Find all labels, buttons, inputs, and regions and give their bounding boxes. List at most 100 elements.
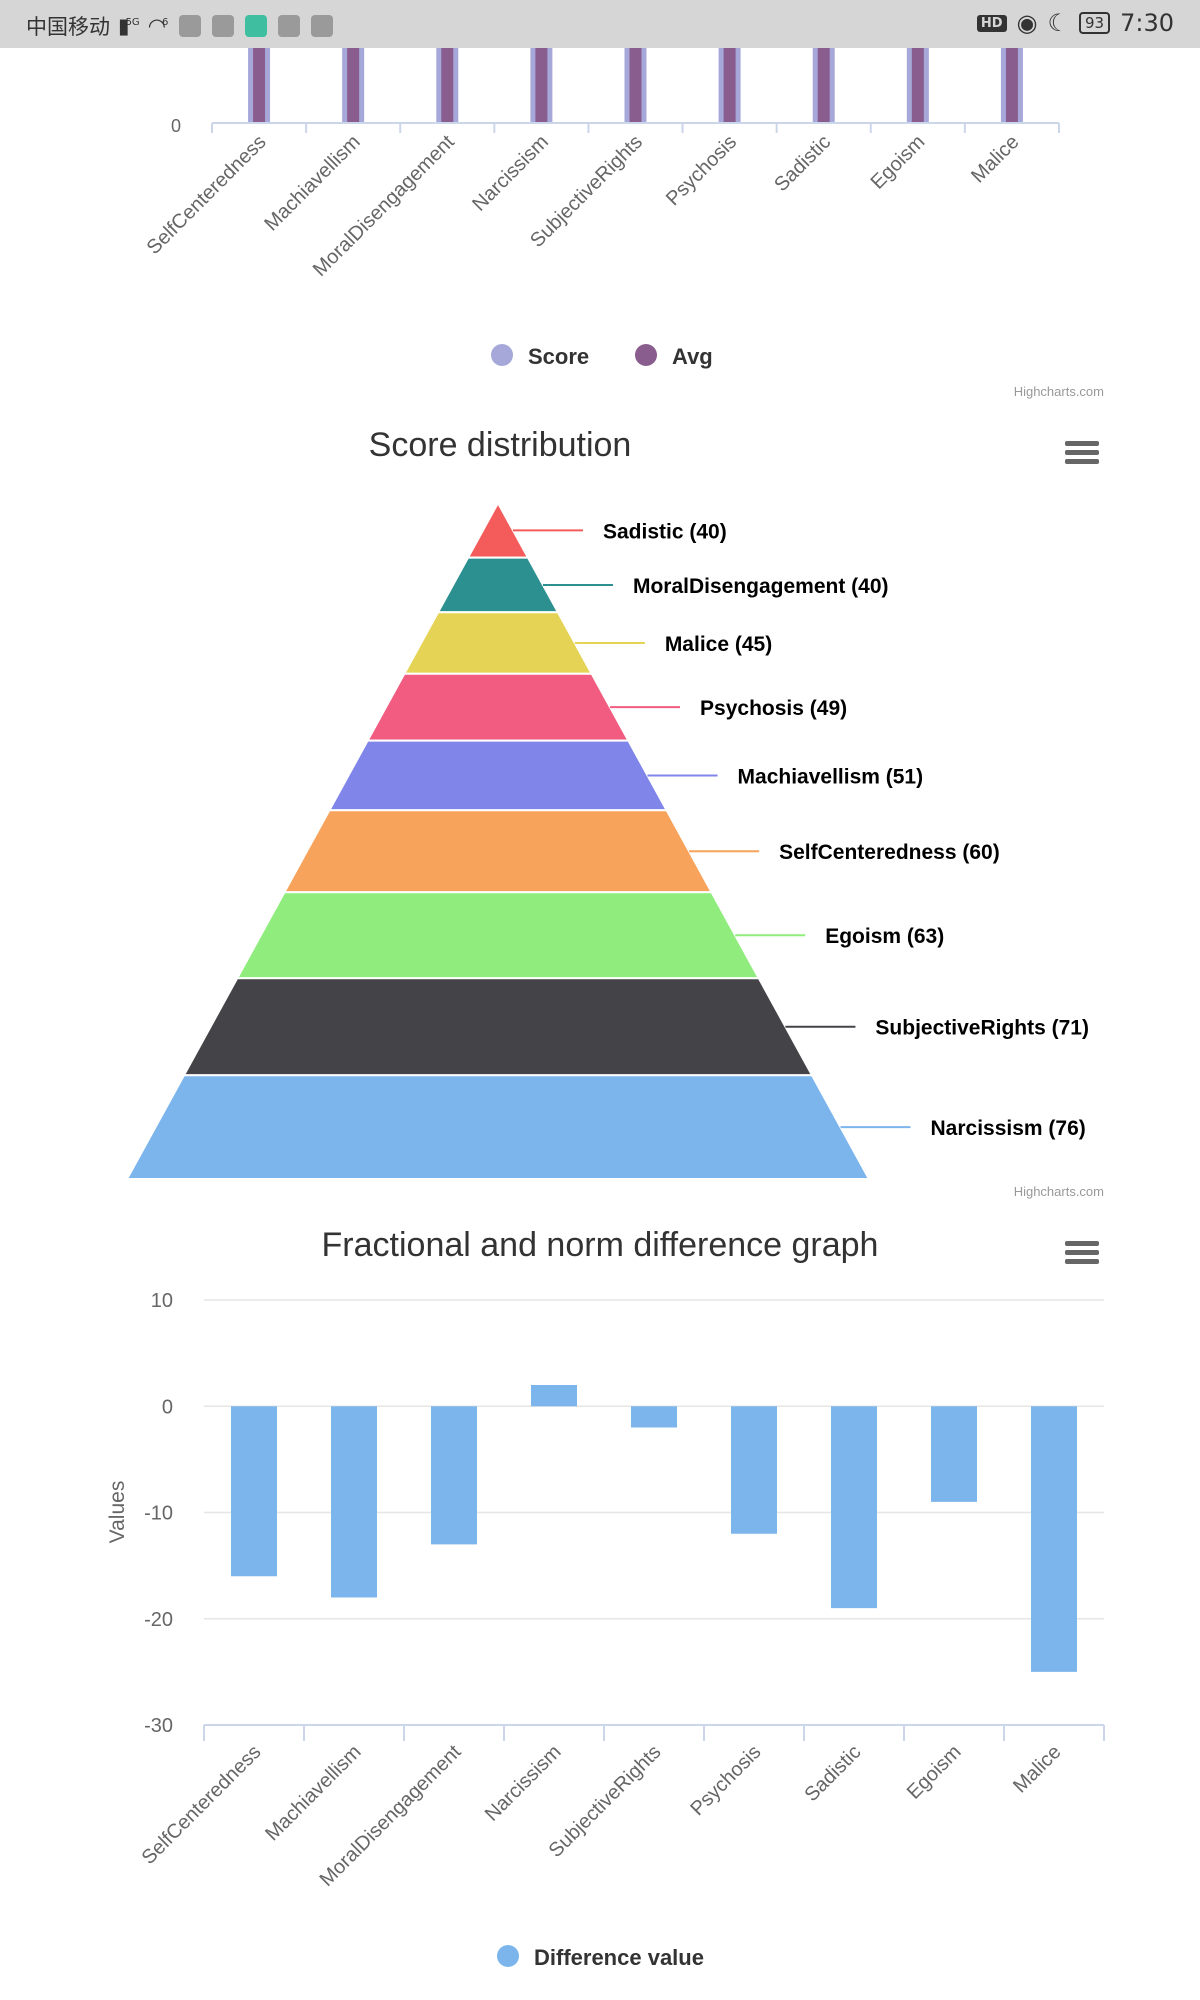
difference-chart: Fractional and norm difference graph 10 0… [106,1226,1105,1970]
chart3-y-axis-label: Values [106,1481,129,1544]
difference-bar-subjectiverights[interactable] [631,1406,677,1428]
chart1-x-label: Sadistic [770,131,835,196]
difference-bar-selfcenteredness[interactable] [231,1406,277,1577]
chart3-x-label: Sadistic [800,1741,865,1806]
avg-bar-selfcenteredness[interactable] [253,48,266,123]
avg-bar-machiavellism[interactable] [347,48,360,123]
difference-bar-machiavellism[interactable] [331,1406,377,1598]
status-right: HD ◉ ☾ 93 7:30 [976,9,1174,37]
eye-icon: ◉ [1016,9,1038,37]
pyramid-segment-selfcenteredness[interactable] [282,809,714,894]
difference-bar-narcissism[interactable] [531,1385,577,1407]
image-icon [245,15,268,37]
cn-icon [311,15,334,37]
signal-label: 5G [125,17,140,28]
legend-item-avg[interactable]: Avg [635,344,713,369]
pyramid-label-selfcenteredness: SelfCenteredness (60) [779,841,1000,864]
chart2-title: Score distribution [369,426,632,464]
difference-bar-sadistic[interactable] [831,1406,877,1609]
pyramid-label-psychosis: Psychosis (49) [700,697,847,720]
chart3-x-label: Narcissism [481,1741,566,1826]
chart3-y-tick-label: -20 [144,1609,173,1631]
difference-bar-egoism[interactable] [931,1406,977,1502]
shield-icon [278,15,301,37]
status-left: 中国移动 ▮5G ◠6 [26,11,334,41]
chart2-segments [125,500,871,1180]
pyramid-label-moraldisengagement: MoralDisengagement (40) [633,575,889,598]
chart1-credits[interactable]: Highcharts.com [1014,384,1104,399]
chart1-x-label: Egoism [867,131,930,194]
avg-bar-narcissism[interactable] [535,48,548,123]
legend-item-score[interactable]: Score [491,344,589,369]
chart3-legend-item-difference[interactable]: Difference value [497,1945,704,1970]
difference-bar-moraldisengagement[interactable] [431,1406,477,1545]
chart3-y-tick-label: -30 [144,1715,173,1737]
legend-marker-difference [497,1945,519,1967]
chart3-x-ticks [203,1725,1105,1741]
chart3-x-label: Psychosis [686,1741,765,1820]
legend-marker-score [491,344,513,366]
avg-bar-psychosis[interactable] [723,48,736,123]
chart3-y-tick-label: -10 [144,1503,173,1525]
pyramid-segment-narcissism[interactable] [125,1074,871,1180]
score-distribution-chart: Score distribution Sadistic (40) MoralDis… [125,426,1104,1199]
pyramid-label-narcissism: Narcissism (76) [931,1117,1086,1140]
difference-bar-psychosis[interactable] [731,1406,777,1534]
pyramid-label-subjectiverights: SubjectiveRights (71) [875,1017,1089,1040]
avg-bar-egoism[interactable] [911,48,924,123]
chart3-x-labels: SelfCenterednessMachiavellismMoralDiseng… [138,1741,1066,1891]
chart1-x-ticks [211,123,1060,133]
hd-badge: HD [976,14,1007,32]
chart1-x-labels: SelfCenterednessMachiavellismMoralDiseng… [143,131,1024,281]
carrier-label: 中国移动 [26,15,110,39]
chart3-y-tick-label: 10 [151,1290,173,1312]
chart3-x-label: SelfCenteredness [138,1741,266,1869]
pyramid-label-malice: Malice (45) [665,633,772,656]
chart2-credits[interactable]: Highcharts.com [1014,1184,1104,1199]
chart1-x-label: Machiavellism [260,131,364,235]
app-icon [179,15,202,37]
avg-bar-sadistic[interactable] [817,48,830,123]
chart1-x-label: Psychosis [662,131,741,210]
chat-icon [212,15,235,37]
chart2-labels: Sadistic (40) MoralDisengagement (40) Mali… [512,520,1089,1140]
pyramid-label-egoism: Egoism (63) [825,925,944,948]
chart3-menu-icon[interactable] [1065,1241,1099,1264]
legend-marker-avg [635,344,657,366]
chart3-x-label: Egoism [903,1741,966,1804]
chart3-y-tick-label: 0 [162,1396,173,1418]
pyramid-segment-moraldisengagement[interactable] [436,556,560,614]
chart1-bars [248,48,1023,123]
signal-icon: ▮5G [118,14,140,38]
chart1-x-label: SelfCenteredness [143,131,271,259]
pyramid-segment-egoism[interactable] [235,891,761,980]
legend-label-avg: Avg [672,344,713,369]
moon-icon: ☾ [1047,9,1069,37]
difference-bar-malice[interactable] [1031,1406,1077,1672]
pyramid-segment-malice[interactable] [402,611,594,675]
avg-bar-moraldisengagement[interactable] [441,48,454,123]
avg-bar-subjectiverights[interactable] [629,48,642,123]
score-avg-chart: 0 SelfCenterednessMachiavellismMoralDise… [143,48,1104,399]
chart2-menu-icon[interactable] [1065,441,1099,464]
legend-label-difference: Difference value [534,1945,704,1970]
wifi-icon: ◠6 [147,14,169,38]
chart3-title: Fractional and norm difference graph [322,1226,879,1264]
legend-label-score: Score [528,344,589,369]
chart1-legend: Score Avg [491,344,713,369]
chart3-x-label: Malice [1009,1741,1065,1797]
pyramid-segment-machiavellism[interactable] [327,739,669,812]
pyramid-segment-psychosis[interactable] [365,672,631,742]
avg-bar-malice[interactable] [1005,48,1018,123]
clock-time: 7:30 [1120,9,1174,37]
chart1-x-label: Narcissism [468,131,553,216]
pyramid-label-machiavellism: Machiavellism (51) [738,765,924,788]
chart3-bars [231,1385,1077,1672]
chart1-y-tick: 0 [171,116,181,136]
chart1-x-label: Malice [967,131,1023,187]
battery-icon: 93 [1079,12,1111,34]
pyramid-label-sadistic: Sadistic (40) [603,520,727,543]
pyramid-segment-subjectiverights[interactable] [182,977,814,1077]
chart3-y-ticks: 10 0 -10 -20 -30 [144,1290,173,1737]
wifi-label: 6 [162,17,169,28]
